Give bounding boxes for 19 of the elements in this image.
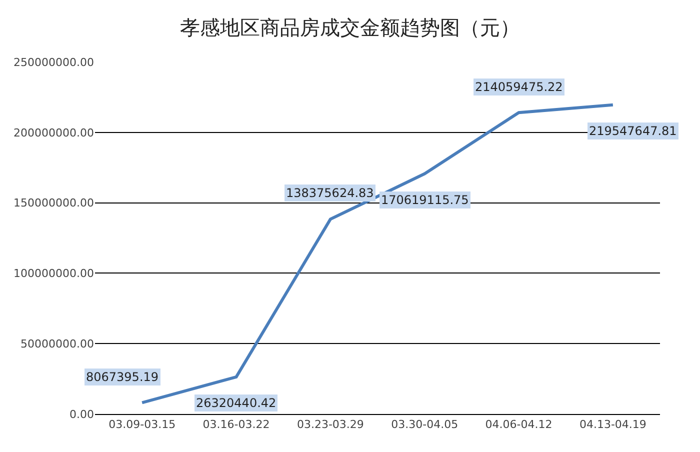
x-tick-label: 03.09-03.15 bbox=[108, 418, 176, 432]
data-label: 219547647.81 bbox=[589, 124, 677, 138]
x-tick-label: 03.30-04.05 bbox=[391, 418, 458, 432]
y-tick-label: 250000000.00 bbox=[14, 56, 94, 69]
data-label: 26320440.42 bbox=[196, 396, 276, 410]
chart-title: 孝感地区商品房成交金额趋势图（元） bbox=[180, 15, 520, 40]
y-tick-label: 0.00 bbox=[70, 408, 94, 421]
y-tick-label: 100000000.00 bbox=[14, 267, 94, 280]
x-tick-label: 03.16-03.22 bbox=[202, 418, 270, 432]
x-tick-label: 04.13-04.19 bbox=[579, 418, 646, 432]
data-label: 8067395.19 bbox=[86, 370, 159, 384]
y-tick-label: 200000000.00 bbox=[14, 126, 94, 140]
y-tick-label: 150000000.00 bbox=[14, 196, 94, 210]
x-tick-label: 04.06-04.12 bbox=[485, 418, 552, 432]
data-label: 138375624.83 bbox=[286, 186, 374, 200]
data-label: 214059475.22 bbox=[475, 80, 563, 94]
data-label: 170619115.75 bbox=[381, 193, 469, 207]
x-tick-label: 03.23-03.29 bbox=[296, 418, 364, 432]
y-tick-label: 50000000.00 bbox=[20, 337, 94, 350]
